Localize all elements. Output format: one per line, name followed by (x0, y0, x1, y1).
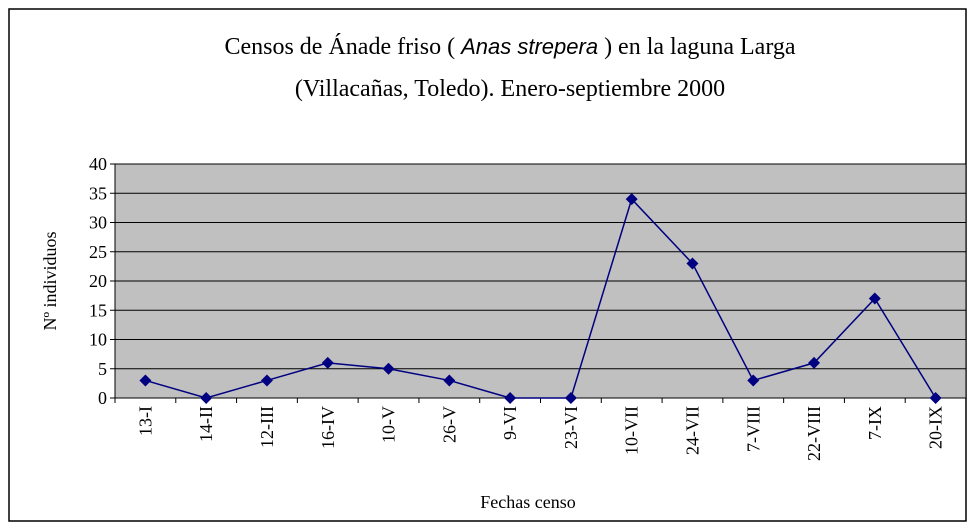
data-point (139, 374, 152, 387)
x-tick-label: 22-VIII (804, 406, 824, 461)
data-point (504, 392, 517, 404)
y-tick-label: 20 (89, 271, 107, 291)
x-tick-label: 9-VI (500, 406, 520, 440)
x-tick-label: 7-IX (865, 406, 885, 440)
y-tick-label: 15 (89, 300, 107, 320)
y-tick-label: 30 (89, 213, 107, 233)
data-point (382, 362, 395, 375)
data-point (321, 356, 334, 369)
y-axis-label: Nº individuos (40, 231, 60, 330)
data-point (808, 356, 821, 369)
data-point (868, 292, 881, 305)
data-point (564, 392, 577, 404)
x-tick-label: 10-VII (622, 406, 642, 455)
data-point (443, 374, 456, 387)
x-tick-label: 20-IX (926, 406, 946, 449)
x-axis-label: Fechas censo (480, 492, 575, 512)
x-tick-label: 13-I (135, 406, 155, 436)
data-point (260, 374, 273, 387)
y-tick-label: 5 (98, 359, 107, 379)
data-point (929, 392, 942, 404)
y-tick-label: 25 (89, 242, 107, 262)
title-species: Anas strepera (459, 34, 598, 59)
plot: 0 5 10 15 20 25 30 35 40 13-I 14-II 12-III 16-IV 10-V… (89, 154, 967, 461)
data-point (747, 374, 760, 387)
x-tick-label: 7-VIII (743, 406, 763, 452)
title-part: ) en la laguna Larga (598, 34, 796, 60)
y-tick-label: 35 (89, 183, 107, 203)
x-tick-label: 12-III (257, 406, 277, 448)
y-tick-label: 10 (89, 330, 107, 350)
y-tick-label: 0 (98, 388, 107, 408)
x-tick-label: 23-VI (561, 406, 581, 449)
data-point (686, 257, 699, 270)
x-tick-label: 24-VII (682, 406, 702, 455)
x-tick-label: 10-V (379, 406, 399, 443)
chart-subtitle: (Villacañas, Toledo). Enero-septiembre 2… (295, 76, 725, 102)
x-tick-label: 16-IV (318, 406, 338, 449)
x-tick-label: 14-II (196, 406, 216, 442)
data-line (145, 197, 937, 399)
x-tick-label: 26-V (439, 406, 459, 443)
title-part: Censos de Ánade friso ( (224, 34, 461, 60)
data-point (200, 392, 213, 404)
y-tick-label: 40 (89, 154, 107, 174)
chart-title: Censos de Ánade friso ( Anas strepera ) … (224, 34, 795, 60)
data-point (625, 193, 638, 206)
